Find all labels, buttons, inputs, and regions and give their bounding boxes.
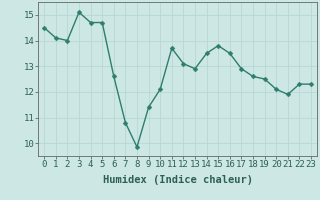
X-axis label: Humidex (Indice chaleur): Humidex (Indice chaleur) <box>103 175 252 185</box>
